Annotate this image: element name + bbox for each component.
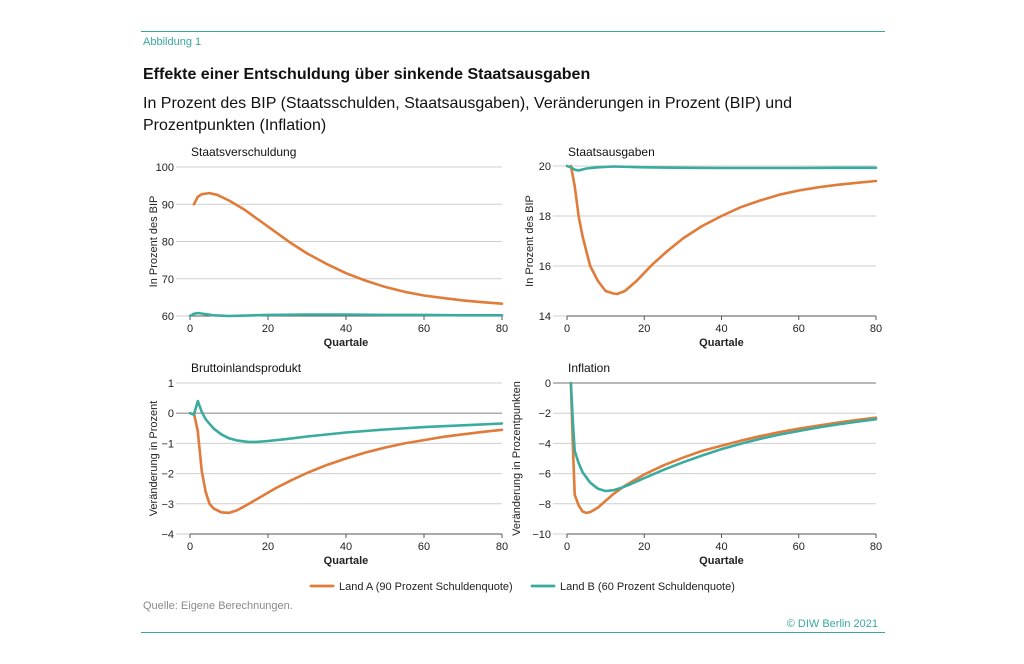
figure-subtitle: In Prozent des BIP (Staatsschulden, Staa…	[143, 95, 792, 134]
x-axis-title: Quartale	[699, 555, 744, 567]
y-tick-label: 0	[545, 378, 551, 390]
legend-label: Land A (90 Prozent Schuldenquote)	[339, 581, 513, 593]
y-axis-title: Veränderung in Prozentpunkten	[511, 381, 523, 536]
series-line-land-b	[565, 164, 878, 172]
y-tick-label: 90	[162, 199, 174, 211]
x-tick-label: 20	[262, 323, 274, 335]
x-tick-label: 80	[496, 323, 508, 335]
x-axis-title: Quartale	[699, 337, 744, 349]
source-note: Quelle: Eigene Berechnungen.	[143, 600, 293, 612]
x-tick-label: 80	[870, 323, 882, 335]
y-tick-label: −1	[161, 438, 174, 450]
x-tick-label: 20	[262, 541, 274, 553]
y-tick-label: 20	[539, 161, 551, 173]
x-tick-label: 0	[187, 541, 193, 553]
panel-title: Inflation	[568, 361, 610, 375]
y-tick-label: −8	[538, 499, 551, 511]
top-rule	[141, 31, 885, 32]
y-axis-title: In Prozent des BIP	[148, 196, 160, 288]
panel-title: Staatsausgaben	[568, 145, 655, 159]
copyright-note: © DIW Berlin 2021	[786, 618, 878, 630]
x-tick-label: 60	[793, 541, 805, 553]
x-tick-label: 40	[715, 541, 727, 553]
x-axis-title: Quartale	[324, 337, 369, 349]
y-tick-label: −3	[161, 499, 174, 511]
series-line-land-a	[569, 164, 878, 296]
y-tick-label: 100	[156, 162, 174, 174]
series-line-land-a	[569, 381, 878, 515]
x-tick-label: 20	[638, 541, 650, 553]
x-tick-label: 0	[564, 323, 570, 335]
panel-title: Staatsverschuldung	[191, 145, 296, 159]
series-line-land-b	[188, 311, 504, 318]
y-tick-label: 70	[162, 274, 174, 286]
y-tick-label: 14	[539, 311, 551, 323]
x-tick-label: 80	[496, 541, 508, 553]
y-tick-label: 60	[162, 311, 174, 323]
x-axis-title: Quartale	[324, 555, 369, 567]
bottom-rule	[141, 632, 885, 633]
x-tick-label: 60	[418, 541, 430, 553]
y-axis-title: Veränderung in Prozent	[148, 401, 160, 517]
y-tick-label: 0	[168, 408, 174, 420]
y-tick-label: 18	[539, 211, 551, 223]
x-tick-label: 80	[870, 541, 882, 553]
x-tick-label: 40	[340, 323, 352, 335]
panel-title: Bruttoinlandsprodukt	[191, 361, 302, 375]
series-line-land-b	[569, 381, 878, 493]
legend-label: Land B (60 Prozent Schuldenquote)	[560, 581, 735, 593]
y-tick-label: 1	[168, 378, 174, 390]
series-line-land-b	[188, 399, 504, 444]
x-tick-label: 40	[715, 323, 727, 335]
x-tick-label: 60	[418, 323, 430, 335]
x-tick-label: 40	[340, 541, 352, 553]
figure-label: Abbildung 1	[143, 36, 202, 48]
x-tick-label: 0	[187, 323, 193, 335]
y-tick-label: −10	[532, 529, 551, 541]
y-tick-label: −2	[161, 469, 174, 481]
x-tick-label: 0	[564, 541, 570, 553]
y-tick-label: −4	[538, 438, 551, 450]
x-tick-label: 60	[793, 323, 805, 335]
series-line-land-a	[192, 411, 504, 515]
y-axis-title: In Prozent des BIP	[524, 195, 536, 287]
y-tick-label: −6	[538, 469, 551, 481]
x-tick-label: 20	[638, 323, 650, 335]
y-tick-label: −4	[161, 529, 174, 541]
y-tick-label: −2	[538, 408, 551, 420]
y-tick-label: 80	[162, 237, 174, 249]
series-line-land-a	[192, 191, 504, 305]
y-tick-label: 16	[539, 261, 551, 273]
figure-title: Effekte einer Entschuldung über sinkende…	[143, 66, 591, 83]
